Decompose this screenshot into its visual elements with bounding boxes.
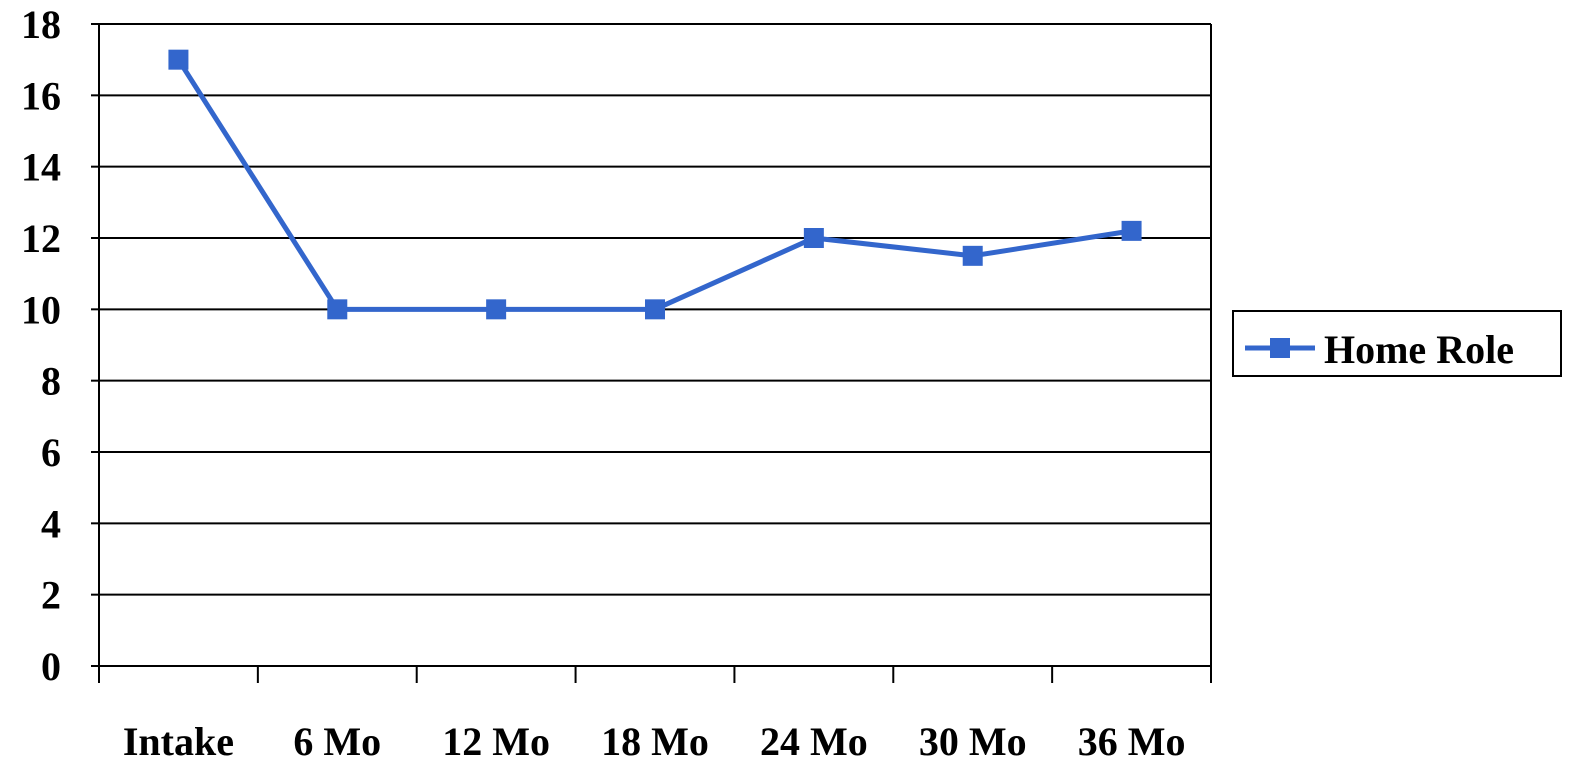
- x-tick-labels: Intake 6 Mo 12 Mo 18 Mo 24 Mo 30 Mo 36 Mo: [123, 719, 1186, 764]
- x-tick-label: 12 Mo: [442, 719, 550, 764]
- data-point-marker: [803, 228, 824, 248]
- x-tick-label: 18 Mo: [601, 719, 709, 764]
- x-tick-label: 24 Mo: [760, 719, 868, 764]
- series-line: [176, 58, 1132, 312]
- y-tick-label: 14: [21, 145, 61, 190]
- axes: [91, 23, 1212, 683]
- y-tick-label: 16: [21, 73, 61, 118]
- data-point-marker: [327, 299, 348, 320]
- y-tick-label: 10: [21, 287, 61, 332]
- y-tick-label: 0: [41, 644, 61, 689]
- legend: Home Role: [1232, 310, 1562, 377]
- data-point-marker: [486, 299, 507, 320]
- series-layer: [168, 49, 1142, 320]
- data-point-marker: [168, 49, 189, 70]
- y-tick-label: 4: [41, 501, 61, 546]
- y-tick-label: 8: [41, 359, 61, 404]
- y-tick-label: 18: [21, 2, 61, 47]
- legend-series-label: Home Role: [1324, 327, 1514, 372]
- y-tick-labels: 0 2 4 6 8 10 12 14 16 18: [21, 2, 61, 689]
- y-tick-label: 2: [41, 573, 61, 618]
- y-tick-label: 6: [41, 430, 61, 475]
- data-point-marker: [645, 299, 665, 320]
- legend-series-marker: [1270, 338, 1290, 358]
- y-tick-label: 12: [21, 216, 61, 261]
- x-tick-label: 6 Mo: [293, 719, 381, 764]
- x-tick-label: Intake: [123, 719, 234, 764]
- x-tick-label: 36 Mo: [1078, 719, 1186, 764]
- data-point-marker: [1121, 220, 1142, 241]
- data-point-marker: [962, 245, 983, 266]
- x-tick-label: 30 Mo: [919, 719, 1027, 764]
